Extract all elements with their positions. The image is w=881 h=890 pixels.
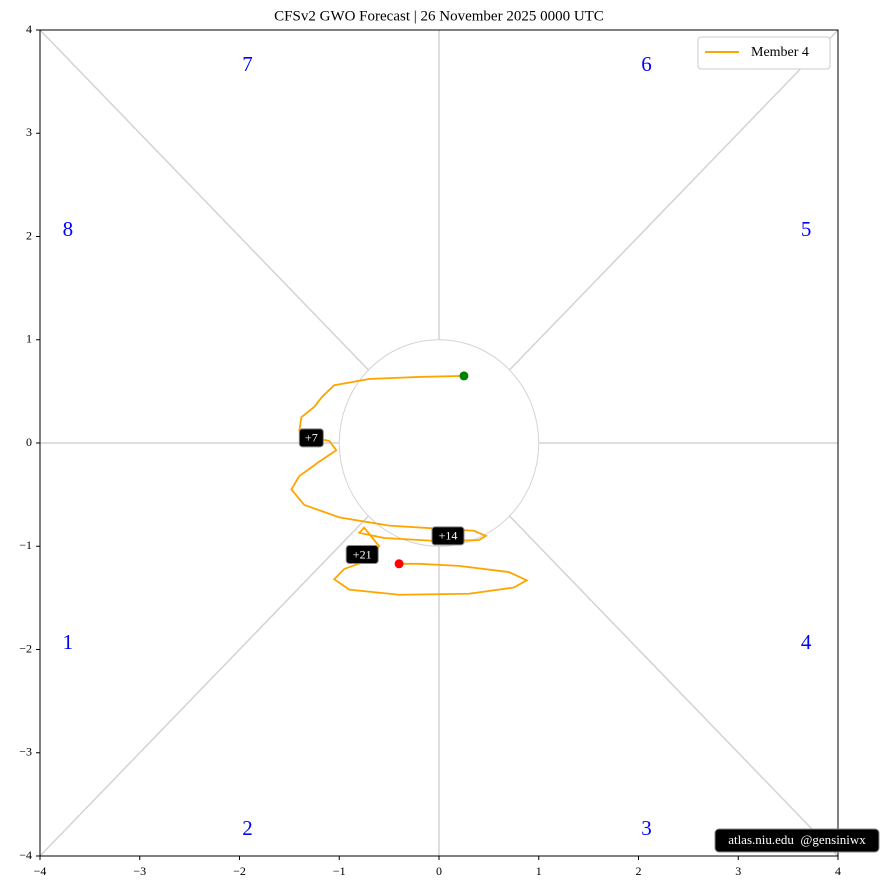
x-tick-label: 1 — [536, 864, 542, 878]
unit-circle — [338, 339, 540, 547]
watermark-box — [714, 828, 880, 853]
x-tick-label: 2 — [636, 864, 642, 878]
y-tick-label: −2 — [19, 641, 32, 655]
watermark: atlas.niu.edu @gensiniwx — [728, 832, 866, 847]
phase-label: 7 — [242, 52, 253, 76]
annotation-box — [298, 428, 324, 448]
end-marker — [394, 559, 404, 569]
legend-box — [697, 36, 831, 70]
phase-label: 5 — [801, 217, 812, 241]
phase-label: 1 — [63, 630, 74, 654]
annotation: +21 — [353, 547, 372, 561]
phase-label: 3 — [641, 816, 652, 840]
legend-label: Member 4 — [751, 45, 809, 60]
annotation: +7 — [305, 431, 318, 445]
phase-label: 8 — [63, 217, 74, 241]
x-tick-label: −3 — [133, 864, 146, 878]
y-tick-label: −4 — [19, 848, 32, 862]
y-tick-label: −3 — [19, 745, 32, 759]
annotation: +14 — [439, 529, 458, 543]
x-tick-label: 4 — [835, 864, 841, 878]
x-tick-label: −2 — [233, 864, 246, 878]
y-tick-label: 0 — [26, 435, 32, 449]
x-tick-label: −1 — [333, 864, 346, 878]
annotation-box — [431, 526, 465, 546]
start-marker — [459, 371, 469, 381]
phase-label: 4 — [801, 630, 812, 654]
y-tick-label: 4 — [26, 22, 32, 36]
series-line — [290, 374, 529, 596]
x-tick-label: 3 — [735, 864, 741, 878]
phase-label: 2 — [242, 816, 253, 840]
annotation-box — [345, 545, 379, 565]
x-tick-label: 0 — [436, 864, 442, 878]
chart-title: CFSv2 GWO Forecast | 26 November 2025 00… — [274, 8, 604, 24]
y-tick-label: 1 — [26, 332, 32, 346]
y-tick-label: 2 — [26, 228, 32, 242]
y-tick-label: −1 — [19, 538, 32, 552]
x-tick-label: −4 — [34, 864, 47, 878]
phase-label: 6 — [641, 52, 652, 76]
y-tick-label: 3 — [26, 125, 32, 139]
